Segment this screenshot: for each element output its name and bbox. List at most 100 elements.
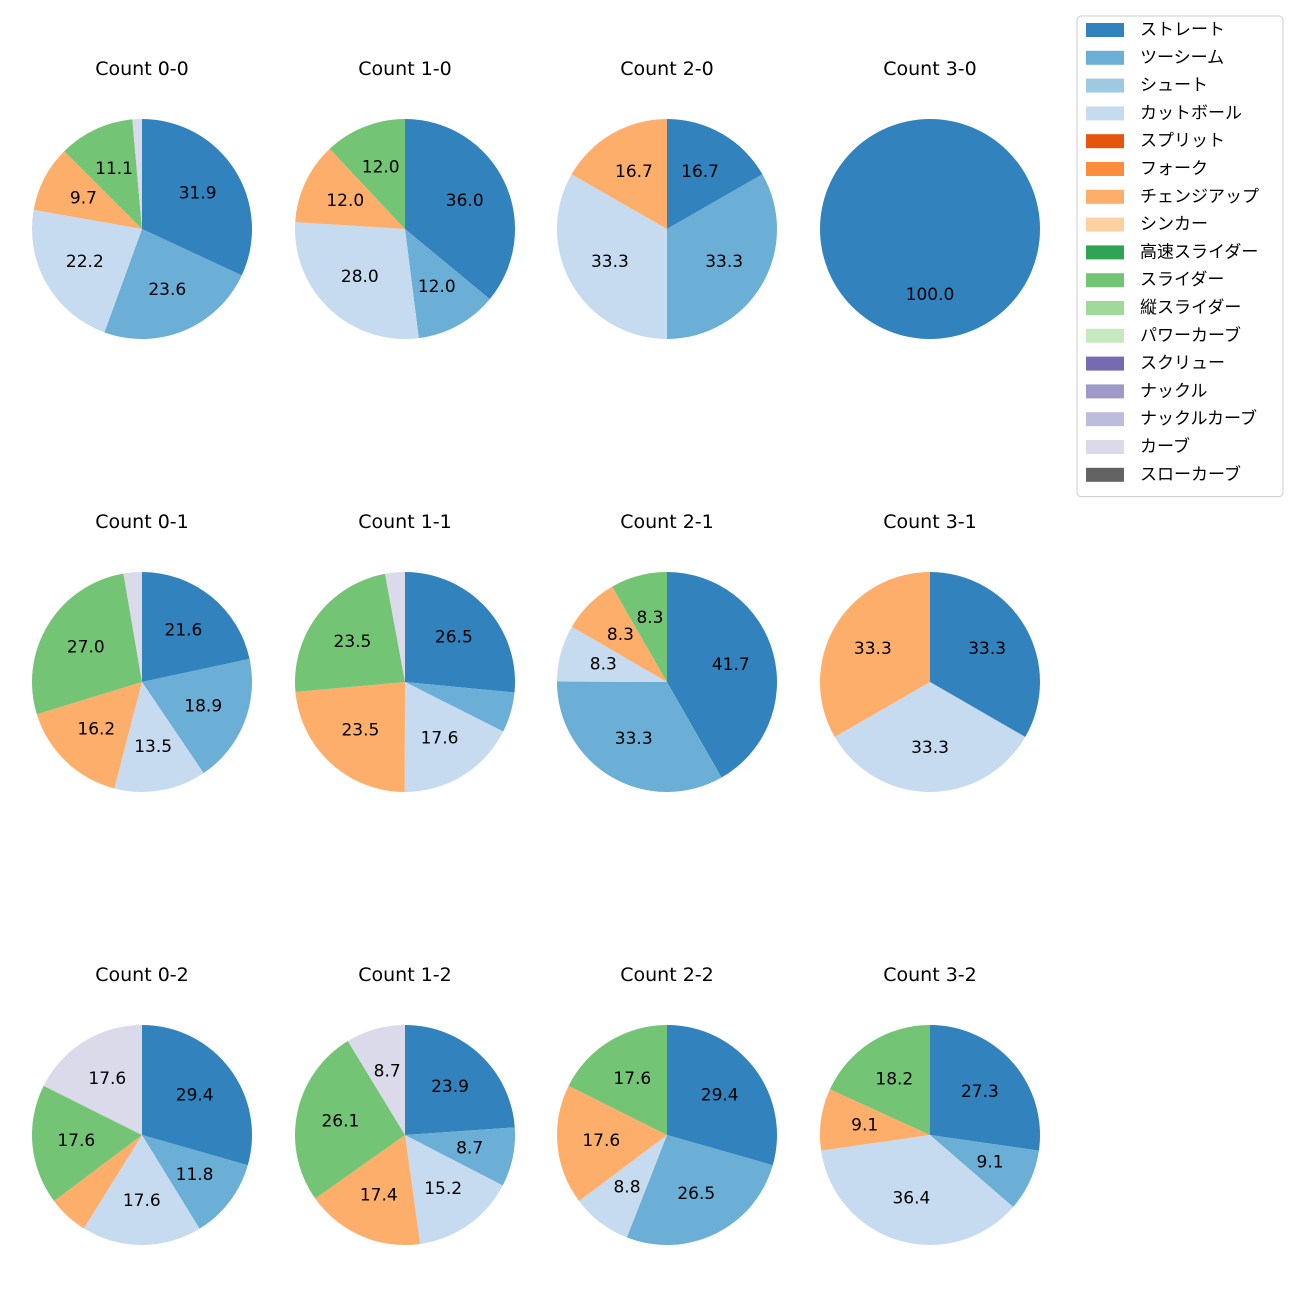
pie-slice xyxy=(930,1025,1040,1151)
slice-label: 17.4 xyxy=(360,1186,398,1206)
legend-label: ナックル xyxy=(1140,381,1208,401)
legend-swatch xyxy=(1086,23,1124,37)
legend-label: フォーク xyxy=(1140,159,1208,179)
pie-chart: Count 2-141.733.38.38.38.3 xyxy=(556,511,777,792)
pie-slice xyxy=(626,1135,773,1246)
pie-slice xyxy=(142,1135,248,1229)
pie-slice xyxy=(294,1041,405,1199)
pie-slice xyxy=(295,222,419,339)
legend-frame xyxy=(1076,15,1284,498)
slice-label: 23.9 xyxy=(431,1077,469,1097)
slice-label: 17.6 xyxy=(123,1191,161,1211)
legend-item: パワーカーブ xyxy=(1086,325,1241,346)
legend-item: スクリュー xyxy=(1086,354,1225,374)
slice-label: 26.5 xyxy=(677,1184,715,1204)
pie-slice xyxy=(64,119,142,229)
legend-swatch xyxy=(1086,328,1124,343)
legend-swatch xyxy=(1086,356,1124,371)
slice-label: 36.4 xyxy=(892,1188,930,1208)
slice-label: 8.7 xyxy=(456,1138,483,1158)
legend-item: ナックルカーブ xyxy=(1086,408,1257,429)
pie-slice xyxy=(405,229,490,339)
pie-slice xyxy=(53,1135,142,1229)
legend-label: スライダー xyxy=(1140,270,1224,290)
pie-title: Count 2-1 xyxy=(620,511,714,533)
pie-title: Count 1-0 xyxy=(358,58,452,80)
pie-slice xyxy=(667,174,778,339)
slice-label: 21.6 xyxy=(165,621,203,641)
pie-chart: Count 3-1 33.3 33.3 33.3 xyxy=(820,511,1040,792)
slice-label: 12.0 xyxy=(418,277,456,297)
slice-label: 33.3 xyxy=(854,639,892,659)
legend-item: スプリット xyxy=(1086,131,1225,151)
legend-swatch xyxy=(1086,50,1124,65)
pie-slice xyxy=(295,682,405,792)
pie-slice xyxy=(83,1135,200,1246)
slice-label: 8.3 xyxy=(636,608,663,628)
slice-label: 26.1 xyxy=(321,1112,359,1132)
slice-label: 8.3 xyxy=(590,655,617,675)
slice-label: 33.3 xyxy=(705,252,743,272)
pie-charts-group: Count 0-0 31.9 23.6 22.2 9.7 11.1 Count 1-0 36.… xyxy=(31,58,1040,1246)
pie-slice xyxy=(114,682,204,793)
legend-label: ナックルカーブ xyxy=(1140,408,1257,429)
pie-title: Count 0-0 xyxy=(95,58,189,80)
slice-label: 23.5 xyxy=(341,721,379,741)
legend-swatch xyxy=(1086,440,1124,454)
pie-chart: Count 1-1 26.5 17.6 23.5 23.5 xyxy=(294,511,515,793)
legend-item: カーブ xyxy=(1086,436,1190,457)
pie-slice xyxy=(31,1085,143,1201)
slice-label: 17.6 xyxy=(613,1069,651,1089)
pie-slice xyxy=(33,151,142,229)
pie-slice xyxy=(820,1089,930,1151)
pie-slice xyxy=(132,119,142,229)
slice-label: 31.9 xyxy=(179,184,217,204)
slice-label: 22.2 xyxy=(66,252,104,272)
slice-label: 12.0 xyxy=(326,191,364,211)
legend-swatch xyxy=(1086,384,1124,399)
pie-chart: Count 0-1 21.6 18.9 13.5 16.2 27.0 xyxy=(31,511,252,793)
legend-item: シュート xyxy=(1086,76,1208,96)
pie-title: Count 1-2 xyxy=(358,964,452,986)
legend-label: シンカー xyxy=(1140,215,1208,235)
pie-title: Count 3-1 xyxy=(883,511,977,533)
pie-slice xyxy=(329,119,405,229)
pie-slice xyxy=(571,119,667,229)
legend-item: スローカーブ xyxy=(1086,464,1241,485)
slice-label: 27.3 xyxy=(961,1082,999,1102)
legend-item: ツーシーム xyxy=(1086,48,1224,68)
legend-swatch xyxy=(1086,301,1124,315)
pie-slice xyxy=(347,1025,405,1135)
slice-label: 17.6 xyxy=(582,1131,620,1151)
pie-chart: Count 1-2 23.9 8.7 15.2 17.4 26.1 8.7 xyxy=(294,964,516,1245)
slice-label: 28.0 xyxy=(341,267,379,287)
legend-label: スクリュー xyxy=(1140,354,1225,374)
slice-label: 15.2 xyxy=(424,1179,462,1199)
slice-label: 9.1 xyxy=(977,1152,1004,1172)
pie-slice xyxy=(142,1025,253,1166)
pie-title: Count 0-1 xyxy=(95,511,189,533)
slice-label: 29.4 xyxy=(701,1085,739,1105)
pie-slice xyxy=(31,573,143,715)
legend-label: スプリット xyxy=(1140,131,1225,151)
legend-item: シンカー xyxy=(1086,215,1208,235)
legend-swatch xyxy=(1086,162,1124,176)
slice-label: 41.7 xyxy=(712,655,750,675)
legend-swatch xyxy=(1086,273,1124,288)
pie-slice xyxy=(295,148,405,229)
pie-slice xyxy=(557,626,667,682)
pie-slice xyxy=(404,682,504,793)
slice-label: 33.3 xyxy=(615,729,653,749)
pie-slice xyxy=(667,1025,778,1166)
pie-chart: Count 2-2 29.4 26.5 8.8 17.6 17.6 xyxy=(556,964,778,1246)
pie-chart: Count 0-0 31.9 23.6 22.2 9.7 11.1 xyxy=(31,58,252,340)
pie-slice xyxy=(556,681,722,792)
pie-slice xyxy=(385,571,405,682)
pie-slice xyxy=(31,209,142,333)
legend-item: チェンジアップ xyxy=(1086,187,1259,207)
pie-slice xyxy=(142,119,252,276)
legend-label: 高速スライダー xyxy=(1140,242,1258,262)
slice-label: 36.0 xyxy=(446,191,484,211)
legend-label: スローカーブ xyxy=(1140,464,1241,485)
